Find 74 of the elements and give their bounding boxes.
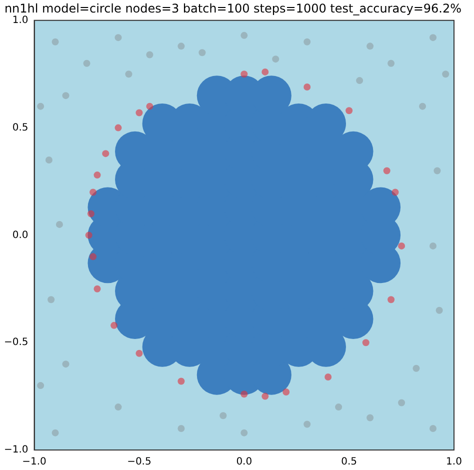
point	[430, 34, 437, 42]
point	[412, 364, 420, 372]
point	[366, 42, 374, 50]
point	[398, 399, 406, 406]
y-tick-label: −1.0	[4, 444, 28, 456]
point	[114, 34, 122, 42]
point	[94, 285, 101, 292]
point	[282, 388, 290, 396]
x-tick-label: 0.0	[236, 456, 252, 468]
x-tick-label: 0.5	[341, 456, 358, 468]
point	[392, 188, 399, 196]
point	[136, 350, 143, 357]
x-tick-label: 1.0	[446, 456, 462, 468]
point	[146, 102, 154, 110]
point	[304, 420, 311, 428]
point	[434, 167, 441, 174]
point	[398, 242, 406, 250]
point	[56, 220, 63, 228]
point	[102, 150, 110, 158]
point	[262, 392, 269, 400]
y-tick-label: 0.5	[12, 122, 28, 134]
point	[388, 296, 395, 304]
point	[146, 51, 154, 58]
point	[83, 60, 90, 67]
point	[178, 378, 185, 385]
point	[110, 322, 118, 329]
point	[240, 429, 248, 436]
point	[220, 412, 227, 420]
point	[362, 339, 370, 346]
point	[324, 373, 332, 380]
point	[304, 38, 311, 46]
point	[304, 83, 311, 90]
point	[52, 429, 59, 436]
chart-title: nn1hl model=circle nodes=3 batch=100 steps=1000 test_accuracy=96.2%	[4, 1, 462, 16]
point	[419, 102, 426, 110]
point	[37, 382, 44, 390]
point	[114, 404, 122, 411]
y-tick-label: −0.5	[4, 337, 28, 348]
point	[388, 60, 395, 67]
x-tick-label: −1.0	[22, 456, 46, 468]
point	[125, 70, 132, 78]
point	[87, 210, 94, 218]
point	[335, 404, 342, 411]
point	[346, 107, 353, 114]
point	[37, 102, 44, 110]
y-tick-label: 0.0	[12, 230, 28, 241]
point	[48, 296, 55, 304]
point	[62, 92, 70, 100]
point	[85, 232, 92, 239]
x-tick-label: −0.5	[127, 456, 152, 468]
point	[198, 49, 206, 56]
point	[90, 253, 97, 260]
point	[136, 109, 143, 116]
point	[94, 172, 101, 179]
point	[436, 306, 443, 314]
point	[356, 77, 364, 84]
point	[430, 242, 437, 250]
point	[383, 167, 390, 174]
point	[442, 70, 450, 78]
point	[240, 32, 248, 39]
point	[262, 68, 269, 76]
point	[90, 188, 97, 196]
y-tick-label: 1.0	[12, 14, 28, 26]
point	[178, 425, 185, 432]
point	[45, 156, 52, 164]
point	[240, 70, 248, 78]
point	[62, 360, 70, 368]
point	[178, 42, 185, 50]
point	[430, 425, 437, 432]
point	[114, 124, 122, 132]
point	[52, 38, 59, 46]
point	[272, 56, 280, 63]
point	[240, 390, 248, 398]
point	[366, 414, 374, 422]
